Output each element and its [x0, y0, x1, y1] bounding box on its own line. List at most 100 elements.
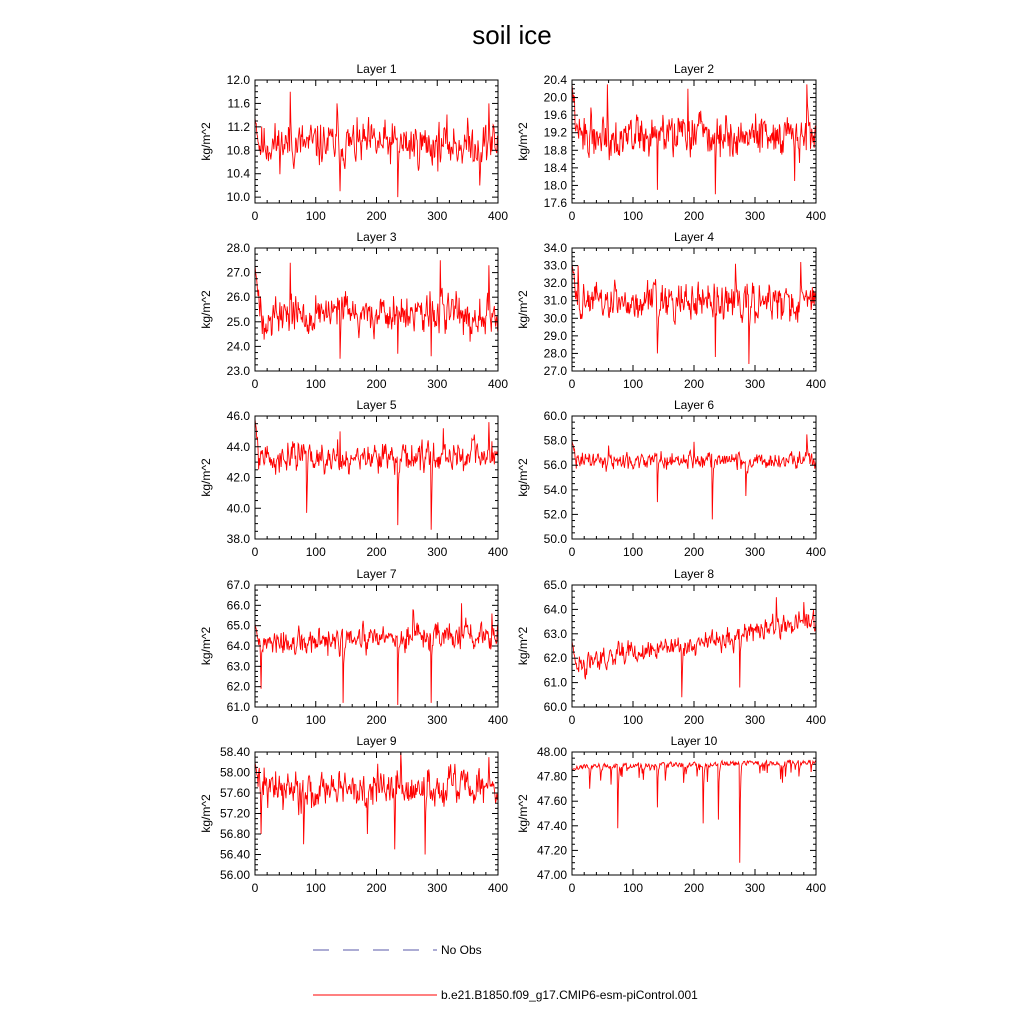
y-tick-label: 65.0	[227, 619, 251, 633]
x-tick-label: 200	[366, 377, 386, 391]
y-axis-label: kg/m^2	[516, 794, 530, 833]
y-tick-label: 63.0	[544, 627, 568, 641]
y-tick-label: 47.20	[537, 843, 567, 857]
x-tick-label: 400	[806, 209, 826, 223]
x-tick-label: 300	[745, 881, 765, 895]
y-tick-label: 11.2	[228, 120, 251, 134]
y-tick-label: 20.0	[544, 91, 568, 105]
x-tick-label: 300	[427, 209, 447, 223]
panel-title: Layer 10	[671, 734, 718, 748]
y-tick-label: 67.0	[227, 578, 251, 592]
y-tick-label: 56.00	[220, 868, 250, 882]
x-tick-label: 300	[745, 545, 765, 559]
y-tick-label: 57.20	[220, 807, 250, 821]
y-tick-label: 10.0	[227, 190, 251, 204]
x-tick-label: 200	[366, 209, 386, 223]
x-tick-label: 100	[306, 545, 326, 559]
y-tick-label: 64.0	[544, 602, 568, 616]
series-line-1	[255, 91, 498, 198]
y-tick-label: 56.40	[220, 848, 250, 862]
panel-layer-5: Layer 5 kg/m^2 0 100 200 300 400 38.0 40.0 42.0 44…	[199, 398, 508, 559]
x-tick-label: 100	[306, 209, 326, 223]
panel-layer-2: Layer 2 kg/m^2 0 100 200 300 400 17.6 18.0 18.4 18…	[516, 62, 826, 223]
y-tick-label: 11.6	[228, 96, 251, 110]
y-tick-label: 18.0	[544, 178, 568, 192]
x-tick-label: 0	[569, 377, 576, 391]
y-tick-label: 61.0	[544, 676, 568, 690]
panel-title: Layer 6	[674, 398, 714, 412]
y-tick-label: 30.0	[544, 311, 568, 325]
x-tick-label: 400	[488, 377, 508, 391]
y-tick-label: 62.0	[227, 680, 251, 694]
x-tick-label: 400	[806, 713, 826, 727]
y-tick-label: 66.0	[227, 598, 251, 612]
y-tick-label: 52.0	[544, 507, 568, 521]
x-tick-label: 200	[684, 881, 704, 895]
y-tick-label: 33.0	[544, 259, 568, 273]
panel-layer-3: Layer 3 kg/m^2 0 100 200 300 400 23.0 24.0 25.0 26…	[199, 230, 508, 391]
y-axis-label: kg/m^2	[516, 122, 530, 161]
y-tick-label: 58.40	[220, 745, 250, 759]
y-tick-label: 27.0	[227, 266, 251, 280]
legend-label-no-obs: No Obs	[441, 943, 482, 957]
panel-layer-6: Layer 6 kg/m^2 0 100 200 300 400 50.0 52.0 54.0 56…	[516, 398, 826, 559]
y-tick-label: 44.0	[227, 440, 251, 454]
x-tick-label: 200	[366, 881, 386, 895]
y-tick-label: 47.40	[537, 819, 567, 833]
y-tick-label: 19.2	[544, 126, 568, 140]
y-tick-label: 27.0	[544, 364, 568, 378]
x-tick-label: 200	[684, 713, 704, 727]
y-tick-label: 54.0	[544, 483, 568, 497]
y-axis-label: kg/m^2	[199, 627, 213, 666]
y-tick-label: 32.0	[544, 276, 568, 290]
x-tick-label: 300	[745, 377, 765, 391]
y-tick-label: 23.0	[227, 364, 251, 378]
x-tick-label: 300	[427, 713, 447, 727]
y-tick-label: 10.8	[227, 143, 251, 157]
panel-title: Layer 9	[356, 734, 396, 748]
x-tick-label: 400	[806, 377, 826, 391]
y-axis-label: kg/m^2	[516, 627, 530, 666]
y-tick-label: 24.0	[227, 339, 251, 353]
panel-layer-10: Layer 10 kg/m^2 0 100 200 300 400 47.00 47.20 47.…	[516, 734, 826, 895]
legend: No Obs b.e21.B1850.f09_g17.CMIP6-esm-piC…	[313, 943, 698, 1002]
series-line-1	[255, 603, 498, 705]
panel-title: Layer 4	[674, 230, 714, 244]
x-tick-label: 100	[623, 209, 643, 223]
y-tick-label: 17.6	[544, 196, 568, 210]
panels: Layer 1 kg/m^2 0 100 200 300 400 10.0 10.4 10.8 11…	[199, 62, 826, 895]
y-axis-label: kg/m^2	[199, 290, 213, 329]
y-tick-label: 60.0	[544, 409, 568, 423]
x-tick-label: 100	[306, 377, 326, 391]
y-tick-label: 58.00	[220, 766, 250, 780]
y-tick-label: 10.4	[227, 167, 251, 181]
y-tick-label: 28.0	[227, 241, 251, 255]
y-tick-label: 47.60	[537, 794, 567, 808]
x-tick-label: 300	[745, 713, 765, 727]
y-tick-label: 47.80	[537, 770, 567, 784]
x-tick-label: 400	[488, 209, 508, 223]
y-tick-label: 56.80	[220, 827, 250, 841]
y-axis-label: kg/m^2	[199, 794, 213, 833]
panel-title: Layer 2	[674, 62, 714, 76]
y-tick-label: 46.0	[227, 409, 251, 423]
panel-title: Layer 1	[356, 62, 396, 76]
x-tick-label: 400	[806, 881, 826, 895]
y-tick-label: 29.0	[544, 329, 568, 343]
y-tick-label: 40.0	[227, 501, 251, 515]
x-tick-label: 0	[569, 881, 576, 895]
panel-layer-1: Layer 1 kg/m^2 0 100 200 300 400 10.0 10.4 10.8 11…	[199, 62, 508, 223]
panel-layer-7: Layer 7 kg/m^2 0 100 200 300 400 61.0 62.0 63.0 64…	[199, 567, 508, 727]
y-tick-label: 48.00	[537, 745, 567, 759]
x-tick-label: 400	[806, 545, 826, 559]
x-tick-label: 400	[488, 545, 508, 559]
y-tick-label: 34.0	[544, 241, 568, 255]
y-axis-label: kg/m^2	[199, 458, 213, 497]
panel-title: Layer 7	[356, 567, 396, 581]
series-line-1	[255, 419, 498, 530]
series-line-1	[255, 752, 498, 855]
y-tick-label: 25.0	[227, 315, 251, 329]
x-tick-label: 100	[623, 713, 643, 727]
y-tick-label: 18.4	[544, 161, 568, 175]
